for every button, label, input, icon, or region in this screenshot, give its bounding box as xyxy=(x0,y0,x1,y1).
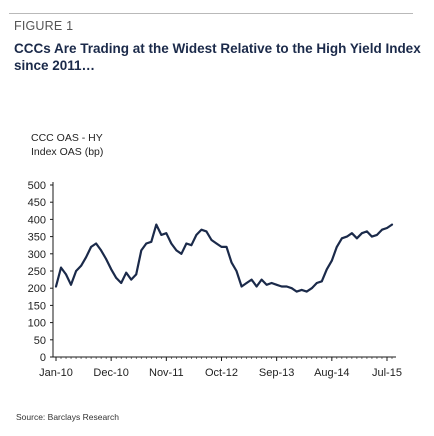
data-point xyxy=(280,285,283,288)
x-tick-label: Aug-14 xyxy=(314,367,349,379)
data-point xyxy=(195,233,198,236)
data-point xyxy=(80,264,82,267)
data-point xyxy=(120,282,123,284)
top-rule xyxy=(9,13,413,14)
data-point xyxy=(110,268,113,271)
data-point xyxy=(325,268,328,271)
data-point xyxy=(320,280,323,283)
data-point xyxy=(85,256,87,259)
y-tick-label: 250 xyxy=(28,266,46,278)
x-tick-label: Jan-10 xyxy=(39,367,73,379)
y-tick-label: 350 xyxy=(28,232,46,244)
data-point xyxy=(140,249,143,252)
data-point xyxy=(290,287,293,290)
data-point xyxy=(175,249,178,252)
data-point xyxy=(340,237,343,240)
data-point xyxy=(130,278,133,281)
data-point xyxy=(60,266,62,269)
data-point xyxy=(235,270,238,272)
x-tick-label: Sep-13 xyxy=(259,367,294,379)
data-point xyxy=(386,227,388,229)
data-point xyxy=(155,223,158,226)
data-point xyxy=(285,285,288,288)
y-tick-label: 150 xyxy=(28,300,46,312)
data-point xyxy=(200,228,203,231)
data-point xyxy=(350,232,353,235)
x-tick-label: Dec-10 xyxy=(93,367,128,379)
data-point xyxy=(160,233,163,236)
x-tick-label: Nov-11 xyxy=(149,367,184,379)
data-point xyxy=(381,228,383,231)
chart-title: CCCs Are Trading at the Widest Relative … xyxy=(14,41,421,73)
data-point xyxy=(75,270,77,272)
data-point xyxy=(125,271,128,274)
y-tick-label: 200 xyxy=(28,283,46,295)
data-point xyxy=(135,273,138,276)
data-point xyxy=(165,232,168,235)
data-point xyxy=(260,278,263,281)
data-point xyxy=(330,259,333,262)
x-tick-label: Jul-15 xyxy=(372,367,402,379)
data-point xyxy=(185,242,188,245)
data-point xyxy=(245,282,248,284)
data-point xyxy=(300,289,303,291)
data-point xyxy=(361,232,363,235)
data-point xyxy=(90,246,93,248)
data-point xyxy=(65,273,67,276)
data-point xyxy=(55,285,57,288)
data-point xyxy=(205,230,208,233)
y-tick-label: 100 xyxy=(28,318,46,330)
x-tick-label: Oct-12 xyxy=(205,367,238,379)
data-point xyxy=(366,230,368,233)
data-point xyxy=(295,290,298,293)
data-point xyxy=(70,283,72,286)
y-tick-label: 300 xyxy=(28,249,46,261)
data-point xyxy=(305,290,308,293)
plot-area xyxy=(54,223,394,293)
data-point xyxy=(335,246,338,248)
data-point xyxy=(240,285,243,288)
data-point xyxy=(100,249,103,252)
data-point xyxy=(270,282,273,284)
source-note: Source: Barclays Research xyxy=(16,412,119,422)
data-point xyxy=(265,283,268,286)
data-point xyxy=(255,285,258,288)
y-ticks: 0 50 100 150 200 250 300 350 400 450 500 xyxy=(28,180,53,364)
data-point xyxy=(150,240,153,243)
y-tick-label: 50 xyxy=(34,335,46,347)
figure-label: FIGURE 1 xyxy=(14,19,74,33)
data-point xyxy=(170,242,173,245)
y-axis-label: CCC OAS - HY Index OAS (bp) xyxy=(31,132,104,158)
data-point xyxy=(210,239,213,241)
data-point xyxy=(310,287,313,290)
y-tick-label: 400 xyxy=(28,214,46,226)
data-point xyxy=(225,246,228,248)
axes xyxy=(52,182,396,358)
series-line xyxy=(54,223,394,293)
data-point xyxy=(275,283,278,286)
data-point xyxy=(230,261,233,264)
data-point xyxy=(315,282,318,284)
data-point xyxy=(376,233,378,236)
data-point xyxy=(391,223,393,226)
data-point xyxy=(145,242,148,245)
data-point xyxy=(250,278,253,281)
data-point xyxy=(345,235,348,238)
data-point xyxy=(355,237,358,240)
x-ticks: Jan-10 Dec-10 Nov-11 Oct-12 Sep-13 Aug-14 Jul-… xyxy=(39,357,402,379)
y-tick-label: 450 xyxy=(28,197,46,209)
data-point xyxy=(180,252,183,255)
data-point xyxy=(105,258,108,260)
data-point xyxy=(215,242,218,245)
data-point xyxy=(95,242,98,245)
y-tick-label: 0 xyxy=(40,352,46,364)
data-point xyxy=(115,276,118,279)
data-point xyxy=(220,246,223,248)
data-point xyxy=(371,235,373,238)
data-point xyxy=(190,244,193,247)
y-tick-label: 500 xyxy=(28,180,46,192)
